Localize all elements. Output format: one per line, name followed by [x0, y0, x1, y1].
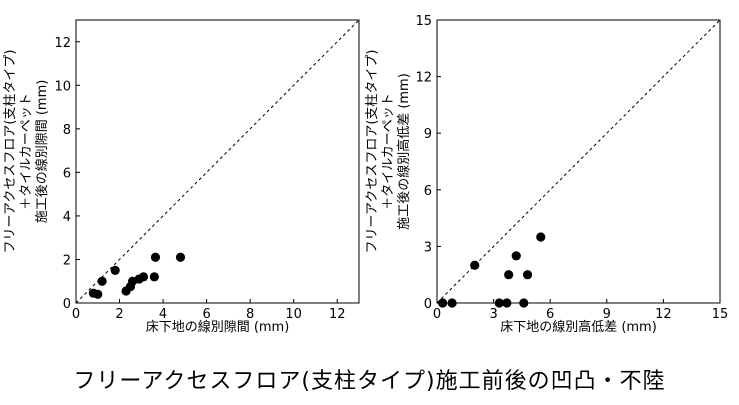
chart-right-height-difference: 0 3 6 9 12 15 0 3 6 9 12 15 床下地の線別高低差 (mm) フリーアクセスフロア…	[365, 14, 728, 335]
x-tick-label: 6	[546, 307, 554, 322]
x-tick-label: 8	[246, 307, 254, 322]
data-point	[97, 276, 107, 286]
y-axis-label-line: 施工後の線別高低差 (mm)	[396, 73, 412, 230]
y-tick-label: 6	[424, 184, 432, 199]
y-tick-label: 9	[424, 127, 432, 142]
figure-caption: フリーアクセスフロア(支柱タイプ)施工前後の凹凸・不陸	[73, 369, 666, 394]
chart-left-gap: 0 2 4 6 8 10 12 0 2 4 6 8 10 12 床下地の線別隙間 (mm) フリーアクセスフロ…	[3, 19, 360, 335]
x-tick-label: 12	[655, 307, 672, 322]
y-axis-label-line: 施工後の線別隙間 (mm)	[34, 80, 50, 224]
x-tick-label: 2	[115, 307, 123, 322]
y-tick-label: 3	[424, 240, 432, 255]
y-tick-label: 4	[63, 210, 71, 225]
x-tick-label: 0	[72, 307, 80, 322]
y-tick-label: 12	[415, 71, 432, 86]
data-point	[93, 289, 103, 299]
data-point	[504, 270, 514, 280]
x-tick-label: 10	[285, 307, 302, 322]
diagonal-reference-line	[436, 19, 721, 304]
data-point	[470, 260, 480, 270]
plot-frame	[436, 19, 721, 304]
data-point	[519, 298, 529, 308]
y-axis-label-line: フリーアクセスフロア(支柱タイプ)	[3, 50, 18, 254]
data-point	[438, 298, 448, 308]
data-point	[447, 298, 457, 308]
data-point	[511, 251, 521, 261]
y-tick-label: 0	[424, 297, 432, 312]
y-tick-label: 0	[63, 297, 71, 312]
data-point	[110, 265, 120, 275]
x-axis-label: 床下地の線別高低差 (mm)	[500, 319, 657, 335]
y-tick-label: 6	[63, 166, 71, 181]
x-axis-label: 床下地の線別隙間 (mm)	[146, 319, 290, 335]
y-axis-label-line: ＋タイルカーペット	[381, 93, 396, 210]
y-axis-label-line: ＋タイルカーペット	[19, 93, 34, 210]
x-tick-label: 0	[433, 307, 441, 322]
diagonal-reference-line	[75, 19, 360, 304]
data-point	[138, 272, 149, 282]
data-point	[502, 298, 512, 308]
y-tick-label: 8	[63, 123, 71, 138]
y-tick-label: 12	[54, 36, 71, 51]
data-point	[494, 298, 504, 308]
x-tick-label: 12	[329, 307, 346, 322]
plot-frame	[75, 19, 360, 304]
y-tick-label: 10	[54, 79, 71, 94]
y-tick-label: 15	[415, 14, 432, 29]
data-point	[522, 270, 533, 280]
x-tick-label: 4	[159, 307, 167, 322]
x-tick-label: 6	[202, 307, 210, 322]
x-tick-label: 15	[712, 307, 729, 322]
data-point	[175, 252, 186, 262]
y-tick-label: 2	[63, 253, 71, 268]
y-axis-label-line: フリーアクセスフロア(支柱タイプ)	[365, 50, 380, 254]
x-tick-label: 3	[489, 307, 497, 322]
data-point	[149, 272, 159, 282]
data-point	[536, 232, 546, 242]
data-point	[150, 252, 161, 262]
x-tick-label: 9	[603, 307, 611, 322]
